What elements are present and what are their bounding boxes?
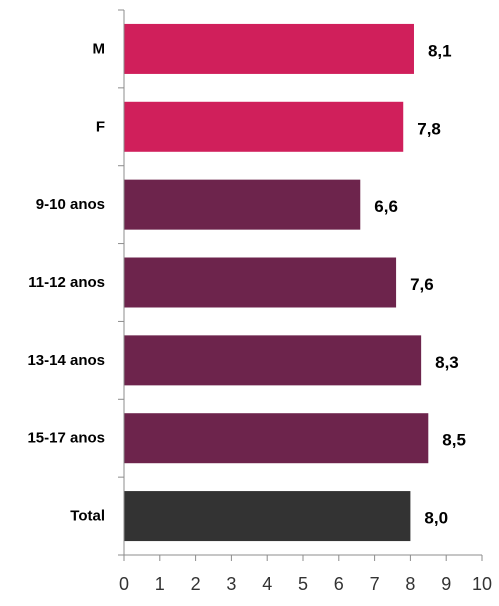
x-tick-label: 0 xyxy=(119,574,129,594)
value-label: 8,0 xyxy=(424,509,448,528)
bar-11-12-anos xyxy=(124,257,397,308)
x-tick-label: 10 xyxy=(472,574,492,594)
value-label: 7,6 xyxy=(410,275,434,294)
x-tick-label: 3 xyxy=(226,574,236,594)
category-label: M xyxy=(93,40,106,57)
bars-group xyxy=(124,23,429,542)
value-label: 8,5 xyxy=(442,431,466,450)
category-labels: M F 9-10 anos 11-12 anos 13-14 anos 15-17 ano… xyxy=(27,40,105,524)
value-label: 8,3 xyxy=(435,353,459,372)
category-label: 9-10 anos xyxy=(36,196,105,213)
bar-total xyxy=(124,491,411,542)
x-tick-labels: 0 1 2 3 4 5 6 7 8 9 10 xyxy=(119,574,492,594)
category-label: Total xyxy=(70,508,105,525)
x-tick-label: 5 xyxy=(298,574,308,594)
x-tick-label: 8 xyxy=(405,574,415,594)
x-tick-label: 4 xyxy=(262,574,272,594)
bar-f xyxy=(124,101,404,152)
x-tick-label: 2 xyxy=(191,574,201,594)
x-axis-ticks xyxy=(123,555,483,561)
x-tick-label: 6 xyxy=(334,574,344,594)
y-axis-ticks xyxy=(118,9,124,556)
bar-13-14-anos xyxy=(124,335,422,386)
value-label: 7,8 xyxy=(417,119,441,138)
x-tick-label: 9 xyxy=(441,574,451,594)
category-label: 15-17 anos xyxy=(27,430,105,447)
bar-9-10-anos xyxy=(124,179,361,230)
x-tick-label: 7 xyxy=(370,574,380,594)
category-label: 11-12 anos xyxy=(28,274,105,291)
value-label: 6,6 xyxy=(374,197,398,216)
x-tick-label: 1 xyxy=(155,574,165,594)
bar-15-17-anos xyxy=(124,413,429,464)
category-label: 13-14 anos xyxy=(27,352,105,369)
value-label: 8,1 xyxy=(428,41,452,60)
value-labels: 8,1 7,8 6,6 7,6 8,3 8,5 8,0 xyxy=(374,41,466,527)
category-label: F xyxy=(96,118,105,135)
bar-m xyxy=(124,23,414,74)
